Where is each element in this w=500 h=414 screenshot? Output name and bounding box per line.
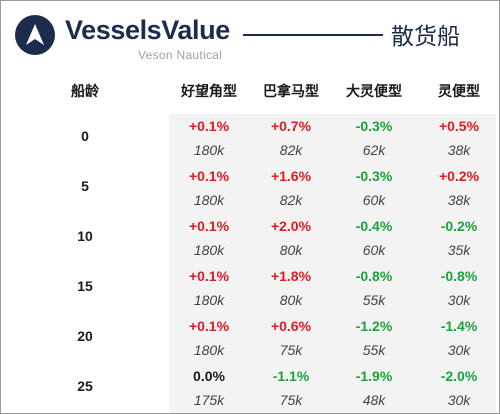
brand-name: VesselsValue [65, 15, 230, 45]
change-percent: -1.1% [272, 368, 310, 384]
change-percent: -2.0% [440, 368, 478, 384]
table-row [169, 214, 496, 264]
vessel-value: 180k [193, 292, 225, 308]
change-percent: -0.4% [355, 218, 393, 234]
age-label: 20 [77, 328, 93, 344]
sub-brand: Veson Nautical [138, 48, 223, 62]
vesselsvalue-logo-icon [15, 15, 55, 55]
change-percent: -1.9% [355, 368, 393, 384]
change-percent: +2.0% [270, 218, 312, 234]
vessel-value: 82k [279, 192, 303, 208]
vessel-value: 180k [193, 192, 225, 208]
change-percent: +1.6% [270, 168, 312, 184]
change-percent: -0.2% [440, 218, 478, 234]
vessel-value: 55k [362, 342, 386, 358]
change-percent: +0.6% [270, 318, 312, 334]
change-percent: +0.1% [188, 168, 230, 184]
change-percent: +0.2% [438, 168, 480, 184]
vessel-value: 38k [447, 192, 471, 208]
change-percent: +0.7% [270, 118, 312, 134]
vessel-value: 80k [279, 292, 303, 308]
header-divider [243, 34, 383, 36]
change-percent: -0.3% [355, 118, 393, 134]
vessel-value: 55k [362, 292, 386, 308]
age-label: 5 [81, 178, 89, 194]
change-percent: +0.5% [438, 118, 480, 134]
change-percent: +1.8% [270, 268, 312, 284]
age-label: 15 [77, 278, 93, 294]
change-percent: -0.8% [355, 268, 393, 284]
vessel-value: 62k [362, 142, 386, 158]
change-percent: -1.4% [440, 318, 478, 334]
column-header: 大灵便型 [346, 84, 402, 100]
column-header: 巴拿马型 [263, 84, 319, 100]
table-row [169, 264, 496, 314]
age-label: 10 [77, 228, 93, 244]
table-row [169, 364, 496, 413]
vessel-value: 60k [362, 192, 386, 208]
column-header: 灵便型 [438, 84, 480, 100]
table-row [169, 114, 496, 164]
vessel-value: 180k [193, 242, 225, 258]
report-title: 散货船 [391, 24, 460, 50]
vessel-value: 30k [447, 392, 471, 408]
age-column-header: 船龄 [71, 84, 99, 100]
age-label: 25 [77, 378, 93, 394]
table-row [169, 164, 496, 214]
change-percent: -0.8% [440, 268, 478, 284]
vessel-value: 82k [279, 142, 303, 158]
vessel-value: 30k [447, 342, 471, 358]
vessel-value: 180k [193, 342, 225, 358]
vessel-value: 175k [193, 392, 225, 408]
change-percent: +0.1% [188, 218, 230, 234]
vessel-value: 30k [447, 292, 471, 308]
age-label: 0 [81, 128, 89, 144]
vessel-value: 38k [447, 142, 471, 158]
vessel-value: 60k [362, 242, 386, 258]
table-row [169, 314, 496, 364]
change-percent: -1.2% [355, 318, 393, 334]
change-percent: +0.1% [188, 318, 230, 334]
vessel-value: 75k [279, 342, 303, 358]
change-percent: -0.3% [355, 168, 393, 184]
vessel-value: 180k [193, 142, 225, 158]
vessel-value: 35k [447, 242, 471, 258]
change-percent: +0.1% [188, 268, 230, 284]
vessel-value: 48k [362, 392, 386, 408]
column-header: 好望角型 [181, 84, 237, 100]
vessel-value: 80k [279, 242, 303, 258]
change-percent: 0.0% [193, 368, 225, 384]
vessel-value: 75k [279, 392, 303, 408]
header: VesselsValue Veson Nautical 散货船 [1, 1, 499, 71]
change-percent: +0.1% [188, 118, 230, 134]
